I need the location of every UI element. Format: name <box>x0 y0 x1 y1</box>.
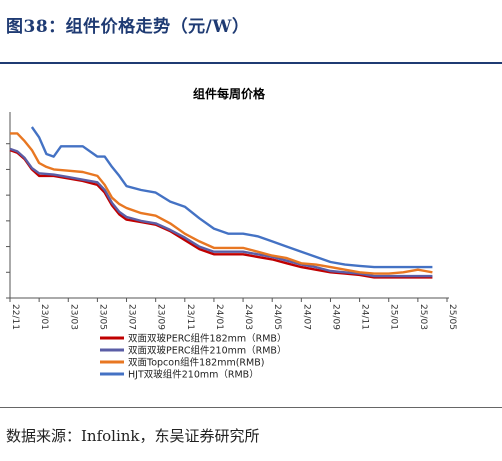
x-tick-label: 24/11 <box>360 304 370 330</box>
series-line-3 <box>30 126 433 269</box>
series-line-1 <box>9 147 433 278</box>
x-tick-label: 23/05 <box>97 304 107 330</box>
x-tick-label: 23/03 <box>68 304 78 330</box>
top-divider <box>0 62 502 64</box>
legend: 双面双玻PERC组件182mm（RMB）双面双玻PERC组件210mm（RMB）… <box>100 333 286 381</box>
x-tick-label: 24/01 <box>214 304 224 330</box>
x-tick-label: 23/07 <box>127 304 137 330</box>
legend-label-3: HJT双玻组件210mm（RMB） <box>128 369 259 381</box>
series-line-2 <box>10 132 433 275</box>
x-tick-label: 24/03 <box>243 304 253 330</box>
x-tick-label: 22/11 <box>10 304 20 330</box>
x-tick-label: 23/11 <box>185 304 195 330</box>
x-tick-label: 25/01 <box>389 304 399 330</box>
chart-title: 组件每周价格 <box>193 86 266 101</box>
bottom-divider <box>0 407 502 408</box>
legend-label-0: 双面双玻PERC组件182mm（RMB） <box>128 333 286 345</box>
x-tick-label: 24/07 <box>301 304 311 330</box>
legend-label-1: 双面双玻PERC组件210mm（RMB） <box>128 345 286 357</box>
line-chart: 组件每周价格 22/11 23/01 23/03 23/05 23/07 23/09 23/… <box>6 86 457 381</box>
legend-label-2: 双面Topcon组件182mm(RMB) <box>128 357 264 369</box>
x-tick-label: 24/09 <box>330 304 340 330</box>
x-tick-label: 23/09 <box>156 304 166 330</box>
x-tick-label: 25/05 <box>447 304 457 330</box>
source-note: 数据来源：Infolink，东吴证券研究所 <box>6 427 260 445</box>
figure-caption: 图38：组件价格走势（元/W） <box>6 17 250 37</box>
x-tick-label: 25/03 <box>418 304 428 330</box>
series-line-0 <box>9 148 433 279</box>
x-tick-label: 24/05 <box>272 304 282 330</box>
x-tick-label: 23/01 <box>39 304 49 330</box>
axes: 22/11 23/01 23/03 23/05 23/07 23/09 23/11 24/01… <box>6 112 457 330</box>
series-lines <box>9 126 433 279</box>
